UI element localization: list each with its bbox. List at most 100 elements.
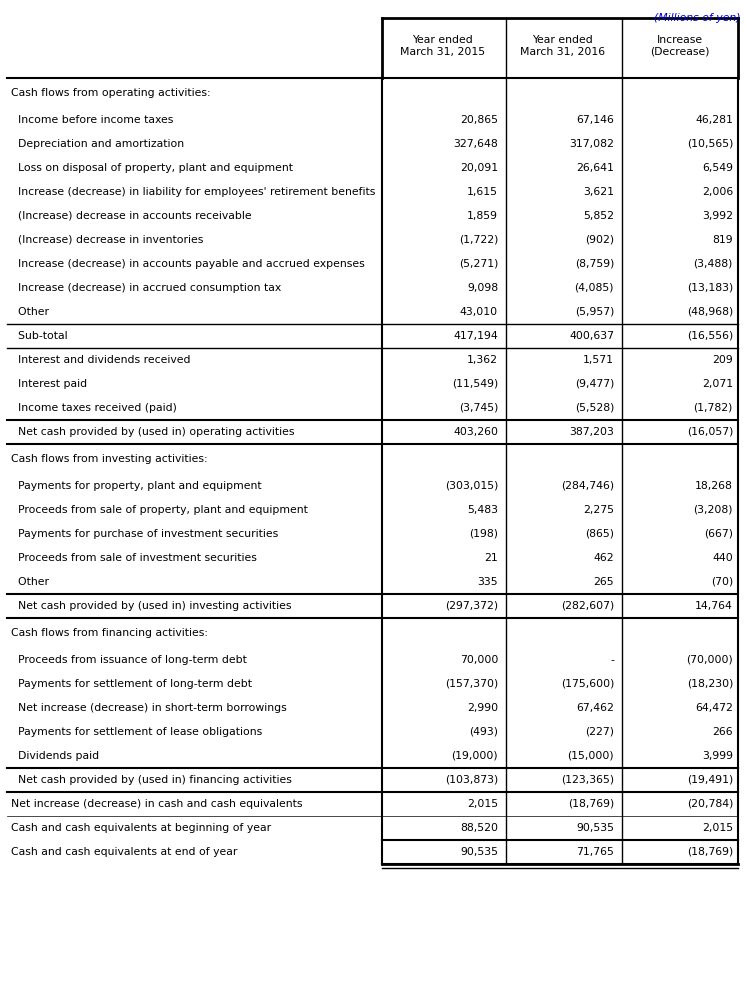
Text: 1,615: 1,615	[467, 187, 498, 197]
Text: 2,275: 2,275	[583, 505, 614, 515]
Text: Net cash provided by (used in) financing activities: Net cash provided by (used in) financing…	[11, 775, 292, 785]
Text: Net cash provided by (used in) operating activities: Net cash provided by (used in) operating…	[11, 427, 294, 437]
Text: (8,759): (8,759)	[574, 259, 614, 269]
Text: 43,010: 43,010	[460, 307, 498, 317]
Text: 1,571: 1,571	[583, 355, 614, 365]
Text: (48,968): (48,968)	[687, 307, 733, 317]
Text: (3,208): (3,208)	[694, 505, 733, 515]
Text: 387,203: 387,203	[569, 427, 614, 437]
Text: 2,006: 2,006	[702, 187, 733, 197]
Text: Cash flows from operating activities:: Cash flows from operating activities:	[11, 88, 211, 98]
Text: Depreciation and amortization: Depreciation and amortization	[11, 139, 184, 149]
Text: 400,637: 400,637	[569, 331, 614, 341]
Text: 20,091: 20,091	[460, 163, 498, 173]
Text: 46,281: 46,281	[695, 115, 733, 125]
Text: (303,015): (303,015)	[445, 481, 498, 491]
Text: 90,535: 90,535	[576, 823, 614, 833]
Text: Increase
(Decrease): Increase (Decrease)	[650, 35, 710, 57]
Text: Net increase (decrease) in cash and cash equivalents: Net increase (decrease) in cash and cash…	[11, 799, 302, 809]
Text: 1,362: 1,362	[467, 355, 498, 365]
Text: 21: 21	[484, 553, 498, 563]
Text: Other: Other	[11, 307, 49, 317]
Text: 3,999: 3,999	[702, 751, 733, 761]
Text: Proceeds from sale of property, plant and equipment: Proceeds from sale of property, plant an…	[11, 505, 308, 515]
Text: 26,641: 26,641	[576, 163, 614, 173]
Text: -: -	[610, 655, 614, 665]
Text: 88,520: 88,520	[460, 823, 498, 833]
Text: 14,764: 14,764	[695, 601, 733, 611]
Text: 1,859: 1,859	[467, 211, 498, 221]
Text: (70,000): (70,000)	[686, 655, 733, 665]
Text: Cash and cash equivalents at beginning of year: Cash and cash equivalents at beginning o…	[11, 823, 271, 833]
Text: 70,000: 70,000	[460, 655, 498, 665]
Text: Payments for settlement of long-term debt: Payments for settlement of long-term deb…	[11, 679, 252, 689]
Text: (3,745): (3,745)	[459, 403, 498, 413]
Text: Payments for property, plant and equipment: Payments for property, plant and equipme…	[11, 481, 261, 491]
Text: Increase (decrease) in accounts payable and accrued expenses: Increase (decrease) in accounts payable …	[11, 259, 365, 269]
Text: (175,600): (175,600)	[561, 679, 614, 689]
Text: (123,365): (123,365)	[561, 775, 614, 785]
Text: (3,488): (3,488)	[694, 259, 733, 269]
Text: Dividends paid: Dividends paid	[11, 751, 99, 761]
Text: 67,146: 67,146	[576, 115, 614, 125]
Text: 9,098: 9,098	[467, 283, 498, 293]
Text: Payments for settlement of lease obligations: Payments for settlement of lease obligat…	[11, 727, 262, 737]
Text: (227): (227)	[585, 727, 614, 737]
Text: 2,990: 2,990	[467, 703, 498, 713]
Text: 5,483: 5,483	[467, 505, 498, 515]
Text: Sub-total: Sub-total	[11, 331, 68, 341]
Text: Year ended
March 31, 2015: Year ended March 31, 2015	[400, 35, 485, 57]
Text: 265: 265	[593, 577, 614, 587]
Text: 67,462: 67,462	[576, 703, 614, 713]
Text: (902): (902)	[585, 235, 614, 245]
Text: Proceeds from sale of investment securities: Proceeds from sale of investment securit…	[11, 553, 257, 563]
Text: Cash flows from financing activities:: Cash flows from financing activities:	[11, 628, 208, 638]
Text: 71,765: 71,765	[576, 847, 614, 857]
Text: (18,769): (18,769)	[687, 847, 733, 857]
Text: (Millions of yen): (Millions of yen)	[653, 13, 740, 23]
Text: 3,992: 3,992	[702, 211, 733, 221]
Text: 317,082: 317,082	[569, 139, 614, 149]
Text: Income before income taxes: Income before income taxes	[11, 115, 174, 125]
Text: 6,549: 6,549	[702, 163, 733, 173]
Text: 3,621: 3,621	[583, 187, 614, 197]
Text: (20,784): (20,784)	[687, 799, 733, 809]
Text: Income taxes received (paid): Income taxes received (paid)	[11, 403, 177, 413]
Text: (16,057): (16,057)	[687, 427, 733, 437]
Text: (18,769): (18,769)	[568, 799, 614, 809]
Text: 403,260: 403,260	[453, 427, 498, 437]
Text: Increase (decrease) in liability for employees' retirement benefits: Increase (decrease) in liability for emp…	[11, 187, 375, 197]
Text: Cash and cash equivalents at end of year: Cash and cash equivalents at end of year	[11, 847, 238, 857]
Text: (103,873): (103,873)	[445, 775, 498, 785]
Text: 64,472: 64,472	[695, 703, 733, 713]
Text: (5,528): (5,528)	[574, 403, 614, 413]
Text: Interest and dividends received: Interest and dividends received	[11, 355, 191, 365]
Text: (10,565): (10,565)	[687, 139, 733, 149]
Text: 2,071: 2,071	[702, 379, 733, 389]
Text: (282,607): (282,607)	[561, 601, 614, 611]
Text: 20,865: 20,865	[460, 115, 498, 125]
Text: (70): (70)	[711, 577, 733, 587]
Text: (297,372): (297,372)	[445, 601, 498, 611]
Text: (4,085): (4,085)	[574, 283, 614, 293]
Text: (Increase) decrease in inventories: (Increase) decrease in inventories	[11, 235, 203, 245]
Text: (284,746): (284,746)	[561, 481, 614, 491]
Text: Payments for purchase of investment securities: Payments for purchase of investment secu…	[11, 529, 278, 539]
Text: Net cash provided by (used in) investing activities: Net cash provided by (used in) investing…	[11, 601, 291, 611]
Text: 209: 209	[712, 355, 733, 365]
Text: (11,549): (11,549)	[451, 379, 498, 389]
Text: (198): (198)	[469, 529, 498, 539]
Text: 2,015: 2,015	[702, 823, 733, 833]
Text: 18,268: 18,268	[695, 481, 733, 491]
Text: (9,477): (9,477)	[574, 379, 614, 389]
Text: Proceeds from issuance of long-term debt: Proceeds from issuance of long-term debt	[11, 655, 247, 665]
Text: Increase (decrease) in accrued consumption tax: Increase (decrease) in accrued consumpti…	[11, 283, 282, 293]
Text: Loss on disposal of property, plant and equipment: Loss on disposal of property, plant and …	[11, 163, 293, 173]
Text: (5,271): (5,271)	[459, 259, 498, 269]
Text: Interest paid: Interest paid	[11, 379, 87, 389]
Text: 440: 440	[712, 553, 733, 563]
Text: (19,491): (19,491)	[687, 775, 733, 785]
Text: 266: 266	[712, 727, 733, 737]
Text: (13,183): (13,183)	[687, 283, 733, 293]
Text: Other: Other	[11, 577, 49, 587]
